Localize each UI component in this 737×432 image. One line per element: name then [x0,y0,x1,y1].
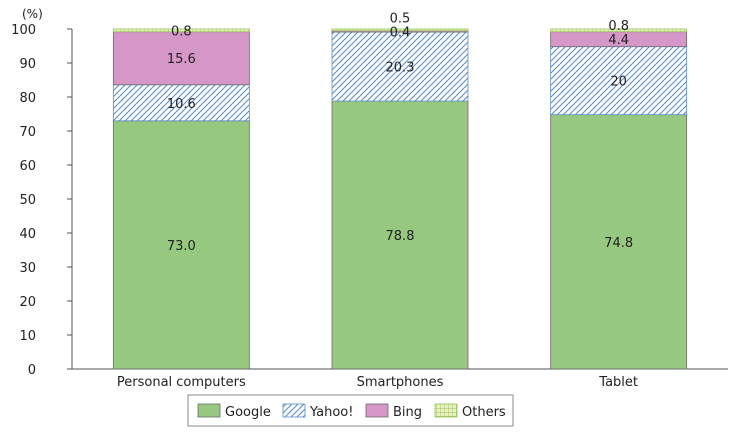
bar-segment-bing [112,31,250,86]
y-tick-label: 70 [19,125,36,140]
bar-segment-google [112,120,250,370]
y-tick-label: 40 [19,227,36,242]
y-tick-label: 20 [19,295,36,310]
legend-swatch [197,403,221,418]
category-labels: Personal computers Smartphones Tablet [117,375,638,390]
data-label: 78.8 [386,229,415,244]
y-tick-label: 90 [19,57,36,72]
legend-label: Others [462,405,506,420]
y-axis: 0 10 20 30 40 50 60 70 80 90 100 [11,23,728,378]
y-tick-label: 60 [19,159,36,174]
data-label: 74.8 [604,236,633,251]
y-tick-label: 30 [19,261,36,276]
data-label: 73.0 [167,239,196,254]
y-tick-label: 100 [11,23,36,38]
category-label: Tablet [598,375,638,390]
y-tick-label: 0 [28,363,36,378]
legend-swatch [365,403,389,418]
category-label: Personal computers [117,375,246,390]
legend: Google Yahoo! Bing Others [187,394,514,427]
data-label: 0.8 [171,24,192,39]
legend-label: Bing [393,405,422,420]
legend-label: Yahoo! [309,405,353,420]
data-label: 15.6 [167,52,196,67]
bar-segment-google [550,114,688,370]
data-label: 20.3 [386,61,415,76]
bar-segment-others [331,28,469,32]
y-tick-label: 80 [19,91,36,106]
y-axis-unit: (%) [22,7,43,21]
bar-segment-google [331,100,469,370]
data-label: 4.4 [608,33,629,48]
bar-segment-others [112,28,250,33]
data-labels: 73.010.615.60.878.820.30.40.574.8204.40.… [167,11,633,254]
legend-swatch [282,403,306,418]
bar-segment-others [550,28,688,33]
data-label: 20 [610,75,627,90]
bar-segment-yahoo [331,31,469,102]
data-label: 0.8 [608,19,629,34]
data-label: 0.4 [390,25,411,40]
legend-swatch [434,403,458,418]
y-tick-label: 50 [19,193,36,208]
legend-label: Google [225,405,271,420]
bars [112,28,688,370]
data-label: 0.5 [390,11,411,26]
legend-box [187,394,514,427]
category-label: Smartphones [357,375,444,390]
data-label: 10.6 [167,97,196,112]
y-tick-label: 10 [19,329,36,344]
bar-segment-yahoo [550,46,688,116]
bar-segment-yahoo [112,84,250,122]
